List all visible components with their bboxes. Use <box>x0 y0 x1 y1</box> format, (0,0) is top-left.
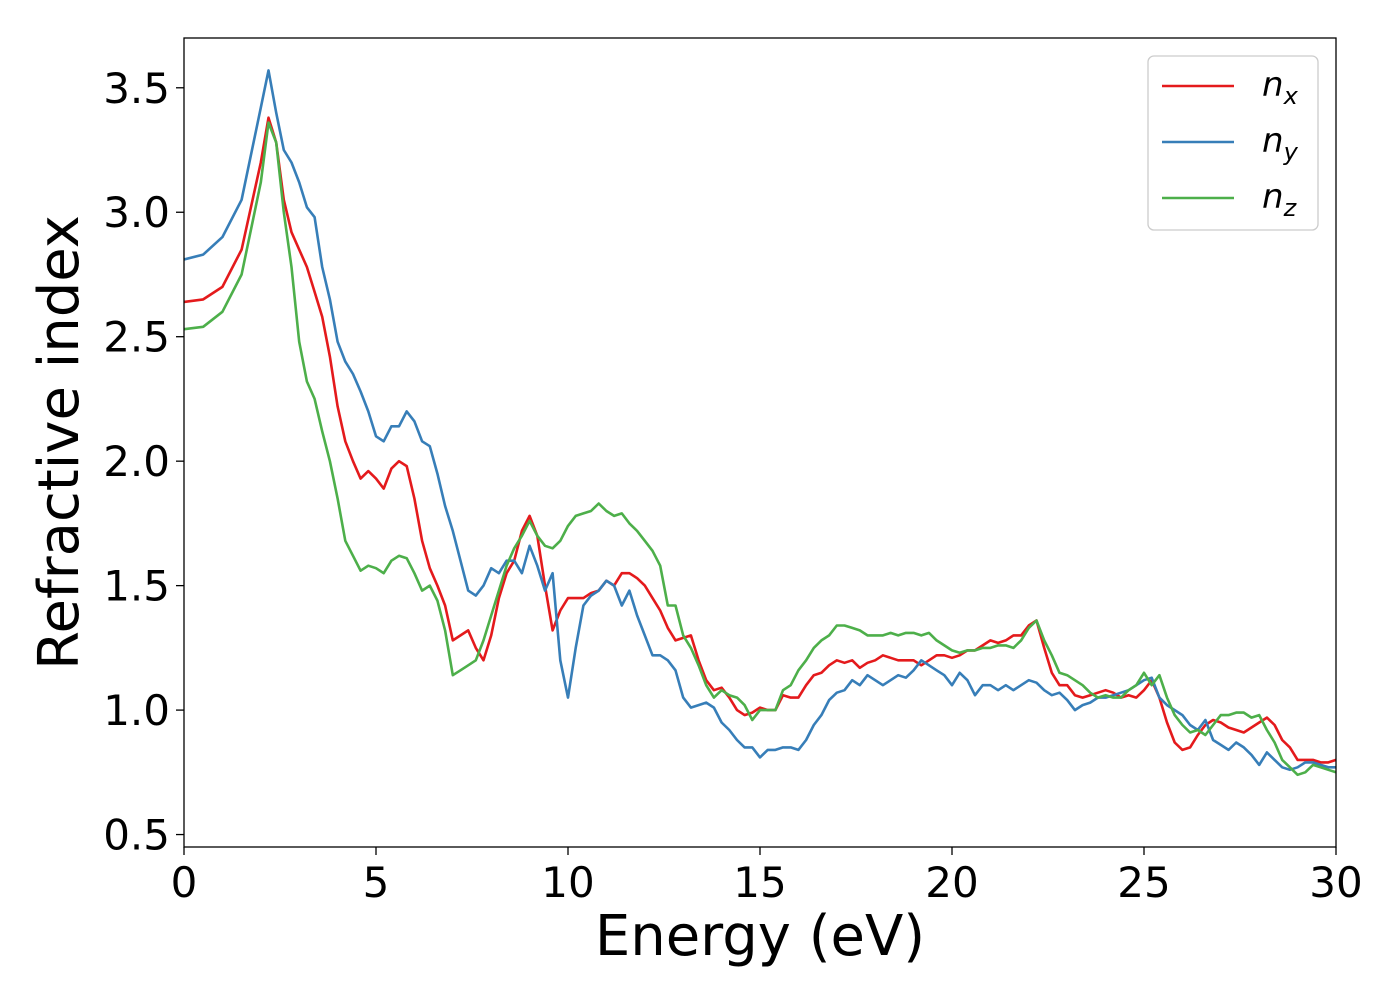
series-line-nz <box>184 121 1336 777</box>
legend-entry-ny: ny <box>1162 121 1299 166</box>
y-tick-label: 0.5 <box>103 811 170 860</box>
x-tick-label: 15 <box>733 858 786 907</box>
x-tick-label: 10 <box>541 858 594 907</box>
legend-label: nx <box>1262 65 1299 110</box>
legend-entry-nx: nx <box>1162 65 1299 110</box>
x-axis-label: Energy (eV) <box>595 904 925 969</box>
legend-label: nz <box>1262 177 1298 222</box>
y-axis-ticks: 0.5 1.0 1.5 2.0 2.5 3.0 3.5 <box>103 64 184 860</box>
x-tick-label: 20 <box>925 858 978 907</box>
legend-entry-nz: nz <box>1162 177 1298 222</box>
x-axis-ticks: 0 5 10 15 20 25 30 <box>171 847 1363 907</box>
y-axis-label: Refractive index <box>27 215 92 670</box>
series-line-ny <box>184 69 1336 772</box>
x-tick-label: 25 <box>1117 858 1170 907</box>
y-tick-label: 2.5 <box>103 313 170 362</box>
legend-label: ny <box>1262 121 1299 166</box>
x-tick-label: 30 <box>1309 858 1362 907</box>
y-tick-label: 3.5 <box>103 64 170 113</box>
x-tick-label: 0 <box>171 858 198 907</box>
y-tick-label: 3.0 <box>103 188 170 237</box>
y-tick-label: 1.0 <box>103 686 170 735</box>
y-tick-label: 1.5 <box>103 562 170 611</box>
legend-items: nx ny nz <box>1162 65 1299 222</box>
legend: nx ny nz <box>1147 55 1319 231</box>
series-layer <box>184 69 1336 777</box>
x-tick-label: 5 <box>363 858 390 907</box>
y-tick-label: 2.0 <box>103 437 170 486</box>
